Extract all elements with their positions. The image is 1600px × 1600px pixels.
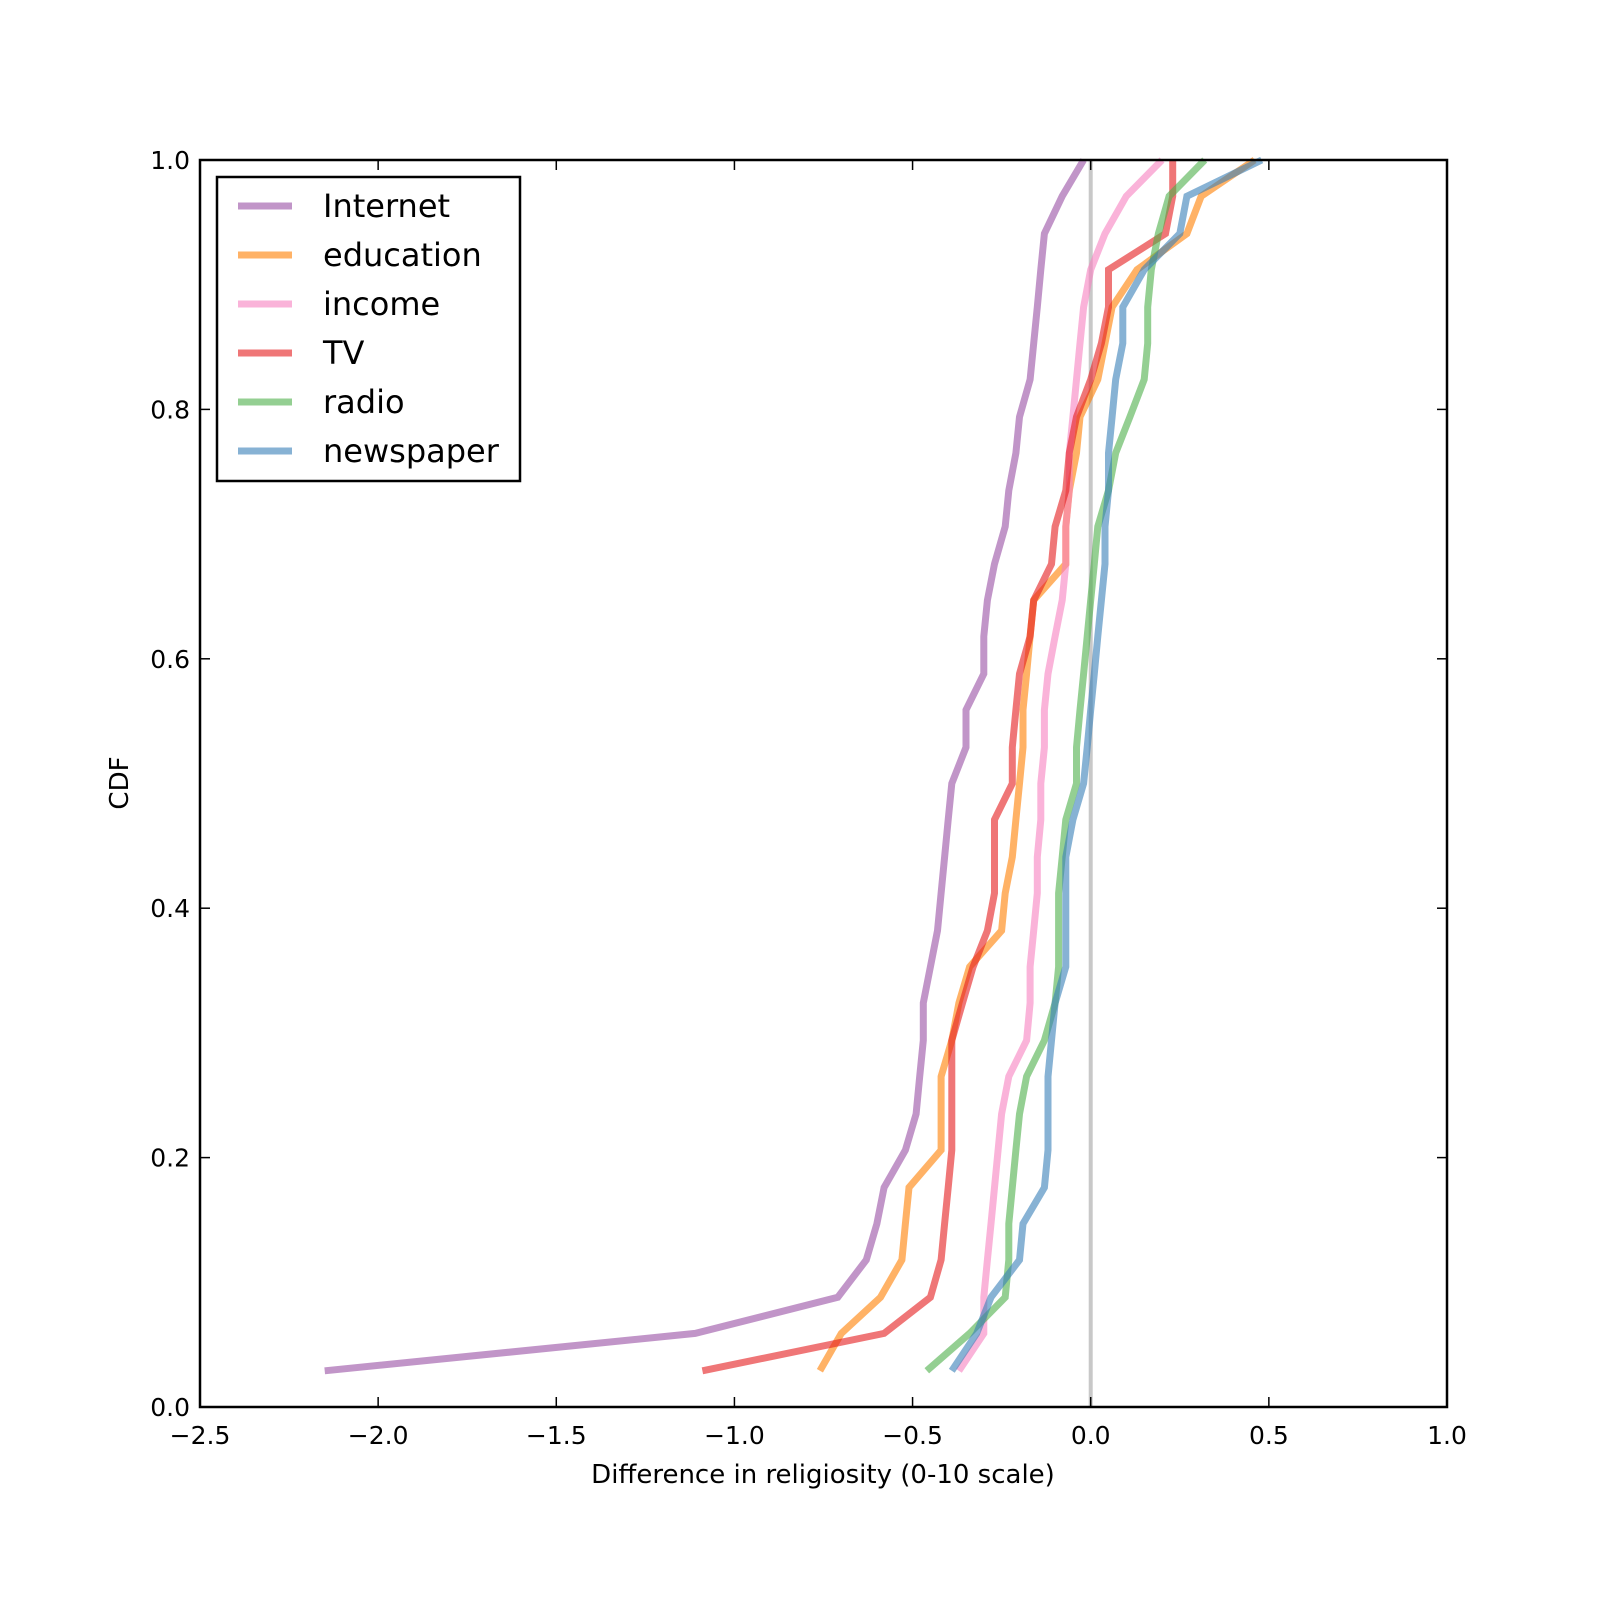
legend-frame xyxy=(215,175,522,483)
x-tick-label: −1.0 xyxy=(704,1421,765,1450)
legend-label: Internet xyxy=(323,187,450,225)
x-tick-label: 0.5 xyxy=(1249,1421,1289,1450)
x-tick-label: −1.5 xyxy=(526,1421,587,1450)
series-line-newspaper xyxy=(948,156,1264,1373)
y-tick-label: 0.6 xyxy=(150,645,190,674)
x-tick-label: −0.5 xyxy=(882,1421,943,1450)
x-tick-label: 0.0 xyxy=(1071,1421,1111,1450)
legend-label: newspaper xyxy=(323,432,500,470)
series-line-internet xyxy=(324,158,1087,1375)
legend-item: income xyxy=(238,285,440,323)
series-layer xyxy=(324,156,1264,1375)
legend: Internet education income TV radio newspaper xyxy=(215,175,522,483)
y-tick-label: 0.4 xyxy=(150,894,190,923)
legend-item: education xyxy=(238,236,482,274)
y-tick-label: 0.8 xyxy=(150,395,190,424)
legend-label: education xyxy=(323,236,482,274)
series-line-education xyxy=(816,157,1257,1373)
legend-item: newspaper xyxy=(238,432,500,470)
plot-frame xyxy=(198,158,1449,1409)
series-line-income xyxy=(955,157,1165,1373)
x-tick-label: −2.0 xyxy=(348,1421,409,1450)
y-tick-label: 0.0 xyxy=(150,1393,190,1422)
legend-label: TV xyxy=(322,334,365,372)
tick-labels-layer: −2.5 −2.0 −1.5 −1.0 −0.5 0.0 0.5 1.0 0.0 0.2 0.4 0.… xyxy=(150,146,1467,1450)
y-axis-label: CDF xyxy=(105,756,135,809)
legend-item: TV xyxy=(238,334,365,372)
y-tick-label: 0.2 xyxy=(150,1144,190,1173)
series-line-tv xyxy=(701,160,1177,1375)
y-tick-label: 1.0 xyxy=(150,146,190,175)
legend-label: radio xyxy=(323,383,405,421)
legend-item: Internet xyxy=(238,187,450,225)
legend-item: radio xyxy=(238,383,405,421)
ticks-layer xyxy=(199,159,1448,1408)
series-line-radio xyxy=(924,157,1208,1374)
x-axis-label: Difference in religiosity (0-10 scale) xyxy=(591,1460,1055,1490)
legend-label: income xyxy=(323,285,440,323)
x-tick-label: −2.5 xyxy=(170,1421,231,1450)
x-tick-label: 1.0 xyxy=(1427,1421,1467,1450)
